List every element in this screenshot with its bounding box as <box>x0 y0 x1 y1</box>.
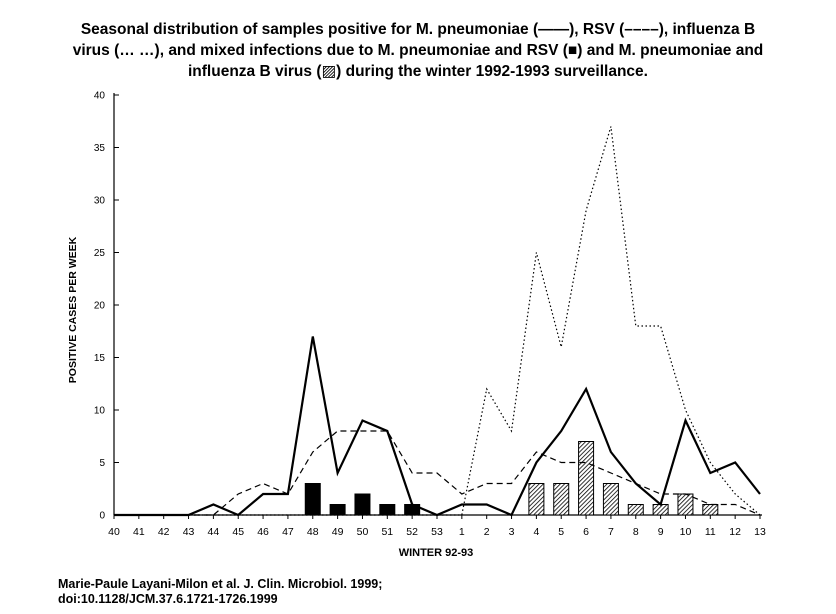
bar-mixed-influenza <box>652 504 669 516</box>
x-tick-label: 11 <box>705 526 716 538</box>
x-tick-label: 46 <box>257 526 269 538</box>
bar-mixed-rsv <box>304 483 321 516</box>
x-tick-label: 9 <box>658 526 664 538</box>
y-tick-label: 25 <box>94 248 106 259</box>
citation-line-1: Marie-Paule Layani-Milon et al. J. Clin.… <box>58 577 383 591</box>
x-tick-label: 3 <box>509 526 515 538</box>
x-tick-label: 41 <box>133 526 145 538</box>
bar-mixed-influenza <box>553 483 570 516</box>
series-rsv <box>114 430 761 516</box>
x-tick-label: 50 <box>357 526 369 538</box>
x-tick-label: 4 <box>533 526 539 538</box>
y-tick-label: 40 <box>94 91 106 102</box>
x-tick-label: 51 <box>381 526 393 538</box>
bar-mixed-influenza <box>528 483 545 516</box>
y-tick-label: 30 <box>94 196 106 207</box>
title-line-2: virus (… …), and mixed infections due to… <box>72 42 764 59</box>
x-tick-label: 13 <box>754 526 766 538</box>
y-tick-label: 35 <box>94 143 106 154</box>
bar-mixed-rsv <box>354 493 371 516</box>
x-tick-label: 47 <box>282 526 294 538</box>
x-tick-label: 49 <box>332 526 344 538</box>
bar-mixed-rsv <box>379 504 396 516</box>
y-tick-label: 5 <box>99 458 105 469</box>
bar-mixed-rsv <box>329 504 346 516</box>
bar-mixed-influenza <box>578 441 595 516</box>
bar-mixed-influenza <box>677 493 694 516</box>
x-tick-label: 44 <box>208 526 220 538</box>
y-tick-label: 0 <box>99 511 105 522</box>
y-tick-label: 15 <box>94 353 106 364</box>
x-tick-label: 5 <box>558 526 564 538</box>
x-tick-label: 52 <box>406 526 418 538</box>
x-tick-label: 8 <box>633 526 639 538</box>
x-tick-label: 43 <box>183 526 195 538</box>
citation-line-2: doi:10.1128/JCM.37.6.1721-1726.1999 <box>58 592 278 606</box>
x-tick-label: 45 <box>232 526 244 538</box>
series-influenza-b <box>114 126 761 516</box>
series-m-pneumoniae <box>114 336 761 517</box>
chart-title: Seasonal distribution of samples positiv… <box>0 19 836 82</box>
x-tick-label: 2 <box>484 526 490 538</box>
title-line-3: influenza B virus (▨) during the winter … <box>188 63 648 80</box>
x-tick-label: 42 <box>158 526 170 538</box>
line-layer <box>114 126 761 517</box>
x-tick-label: 10 <box>680 526 692 538</box>
bar-layer <box>304 441 719 516</box>
x-tick-label: 48 <box>307 526 319 538</box>
x-tick-label: 1 <box>459 526 465 538</box>
bar-mixed-influenza <box>602 483 619 516</box>
x-tick-label: 53 <box>431 526 443 538</box>
title-line-1: Seasonal distribution of samples positiv… <box>80 21 756 38</box>
y-tick-label: 20 <box>94 301 106 312</box>
y-tick-label: 10 <box>94 406 106 417</box>
x-tick-label: 40 <box>108 526 120 538</box>
bar-mixed-influenza <box>702 504 719 516</box>
y-axis-label: POSITIVE CASES PER WEEK <box>67 236 79 383</box>
x-tick-label: 7 <box>608 526 614 538</box>
x-tick-label: 12 <box>729 526 741 538</box>
citation: Marie-Paule Layani-Milon et al. J. Clin.… <box>58 577 382 607</box>
x-axis-label: WINTER 92-93 <box>399 547 474 559</box>
bar-mixed-influenza <box>627 504 644 516</box>
x-tick-label: 6 <box>583 526 589 538</box>
